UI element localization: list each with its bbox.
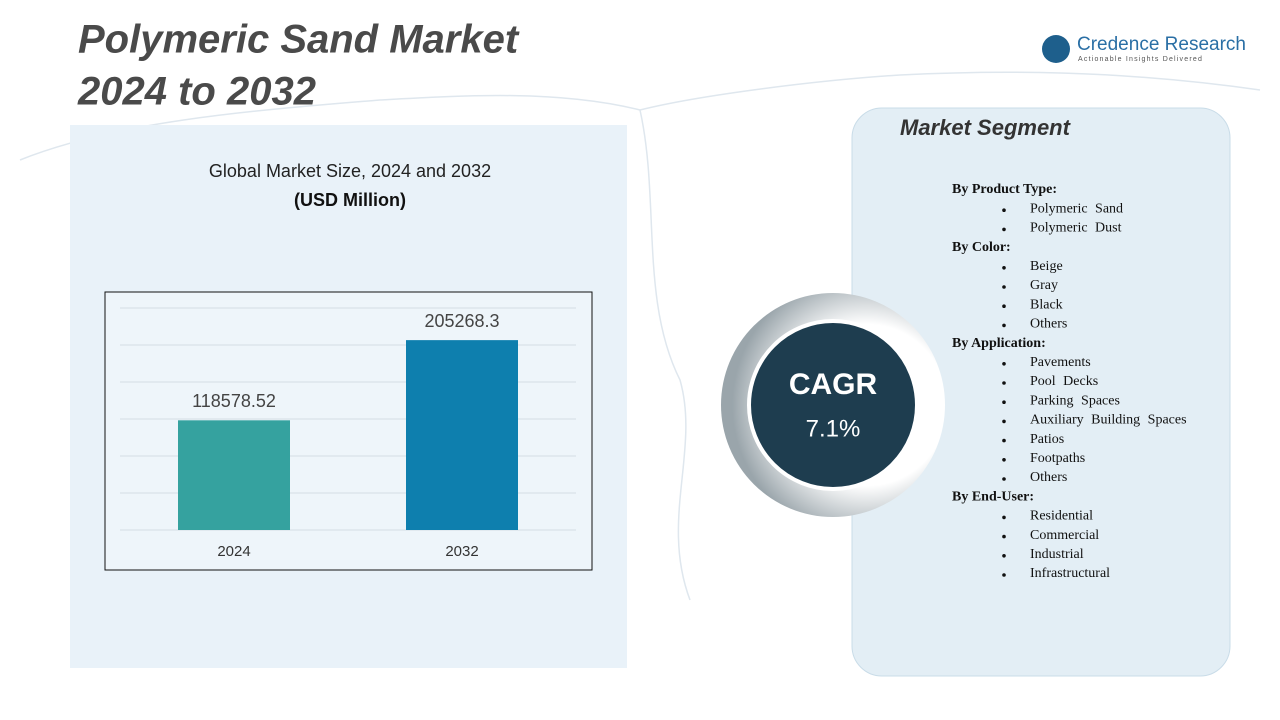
x-tick-label: 2024 bbox=[217, 543, 250, 560]
logo: Credence Research Actionable Insights De… bbox=[1042, 34, 1246, 63]
bullet bbox=[1002, 573, 1006, 577]
bullet bbox=[1002, 438, 1006, 443]
bullet bbox=[1002, 381, 1006, 385]
bullet bbox=[1002, 285, 1006, 289]
bullet bbox=[1002, 419, 1006, 424]
segment-item: Commercial bbox=[1030, 528, 1099, 543]
bar bbox=[406, 340, 518, 530]
chart-title: Global Market Size, 2024 and 2032 bbox=[209, 161, 491, 181]
segment-group: By Color: bbox=[952, 240, 1011, 255]
segment-item: Polymeric Sand bbox=[1030, 201, 1123, 216]
segment-item: Parking Spaces bbox=[1030, 393, 1120, 408]
x-tick-label: 2032 bbox=[445, 543, 478, 560]
segment-item: Residential bbox=[1030, 509, 1093, 524]
chart-subtitle: (USD Million) bbox=[294, 190, 406, 210]
segment-group: By Application: bbox=[952, 336, 1046, 351]
segment-item: Polymeric Dust bbox=[1030, 221, 1122, 236]
bullet bbox=[1002, 208, 1006, 212]
segment-item: Patios bbox=[1030, 432, 1064, 447]
logo-icon bbox=[1042, 35, 1070, 63]
segment-item: Gray bbox=[1030, 278, 1058, 293]
segment-item: Others bbox=[1030, 470, 1067, 485]
bullet bbox=[1002, 400, 1006, 405]
segment-item: Pool Decks bbox=[1030, 374, 1098, 389]
bullet bbox=[1002, 534, 1006, 539]
bullet bbox=[1002, 227, 1006, 232]
cagr-circle bbox=[747, 319, 919, 491]
segment-group: By End-User: bbox=[952, 489, 1034, 504]
bullet bbox=[1002, 554, 1006, 558]
logo-tagline: Actionable Insights Delivered bbox=[1078, 56, 1203, 63]
bullet bbox=[1002, 515, 1006, 520]
bullet bbox=[1002, 323, 1006, 328]
cagr-value: 7.1% bbox=[806, 415, 861, 442]
title: Polymeric Sand Market bbox=[78, 18, 520, 62]
cagr-label: CAGR bbox=[789, 368, 878, 401]
title: 2024 to 2032 bbox=[77, 70, 316, 114]
segment-item: Industrial bbox=[1030, 547, 1084, 562]
segment-item: Infrastructural bbox=[1030, 566, 1110, 581]
bullet bbox=[1002, 362, 1006, 366]
segment-item: Others bbox=[1030, 317, 1067, 332]
bar bbox=[178, 420, 290, 530]
segment-item: Beige bbox=[1030, 259, 1063, 274]
map-decoration bbox=[19, 71, 1261, 601]
bullet bbox=[1002, 458, 1006, 462]
bullet bbox=[1002, 477, 1006, 481]
value-label: 118578.52 bbox=[192, 391, 276, 411]
segment-item: Pavements bbox=[1030, 355, 1091, 370]
segment-item: Black bbox=[1030, 297, 1063, 312]
logo-name: Credence Research bbox=[1077, 34, 1246, 55]
segment-heading: Market Segment bbox=[900, 115, 1072, 140]
segment-item: Auxiliary Building Spaces bbox=[1030, 413, 1187, 428]
segment-item: Footpaths bbox=[1030, 451, 1085, 466]
bullet bbox=[1002, 266, 1006, 270]
segment-group: By Product Type: bbox=[952, 182, 1057, 197]
value-label: 205268.3 bbox=[424, 311, 499, 331]
bullet bbox=[1002, 304, 1006, 309]
